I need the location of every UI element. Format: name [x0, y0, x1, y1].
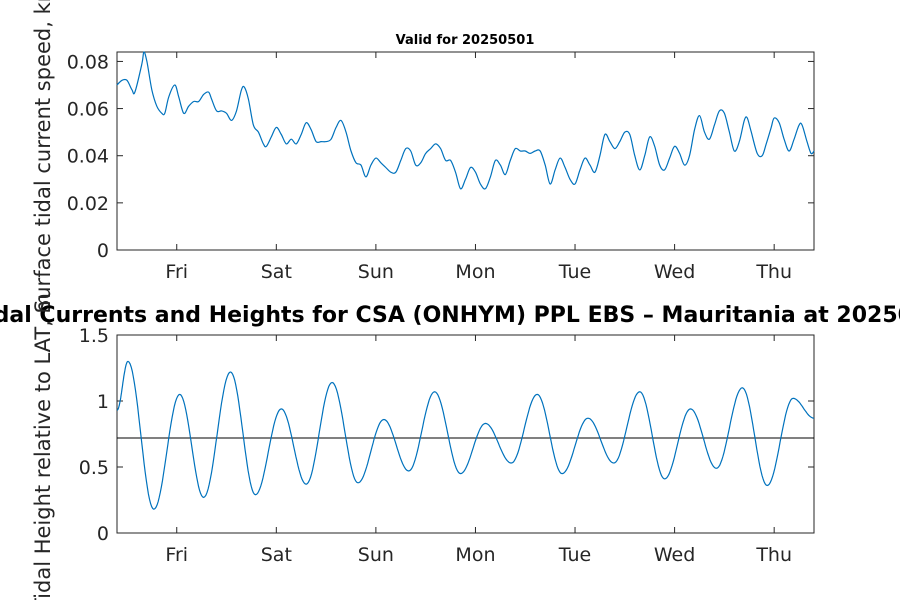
- tidal-height-y-tick-label: 1: [97, 391, 109, 413]
- tidal-height-x-tick-label: Tue: [558, 544, 591, 566]
- tidal-height-x-tick-label: Sun: [358, 544, 394, 566]
- current-speed-x-tick-label: Wed: [654, 261, 695, 283]
- tidal-height-y-tick-label: 0: [97, 523, 109, 545]
- current-speed-x-tick-label: Thu: [755, 261, 792, 283]
- current-speed-y-tick-label: 0.04: [67, 146, 109, 168]
- current-speed-title: Valid for 20250501: [396, 33, 535, 48]
- current-speed-x-tick-label: Tue: [558, 261, 591, 283]
- current-speed-y-tick-label: 0.02: [67, 193, 109, 215]
- current-speed-y-tick-label: 0.06: [67, 99, 109, 121]
- current-speed-series-line: [116, 51, 815, 190]
- tidal-height-x-tick-label: Thu: [755, 544, 792, 566]
- current-speed-plot-box: [116, 51, 815, 251]
- current-speed-x-tick-label: Sun: [358, 261, 394, 283]
- figure-title: Tidal Currents and Heights for CSA (ONHY…: [0, 303, 900, 328]
- current-speed-x-tick-label: Fri: [165, 261, 188, 283]
- current-speed-x-tick-label: Mon: [455, 261, 495, 283]
- tidal-height-x-tick-label: Mon: [455, 544, 495, 566]
- current-speed-ylabel: Surface tidal current speed, kn: [31, 0, 55, 313]
- tidal-height-x-tick-label: Sat: [261, 544, 292, 566]
- current-speed-axes: Valid for 20250501 Surface tidal current…: [31, 0, 815, 313]
- tidal-height-plot-box: [116, 334, 815, 534]
- current-speed-y-tick-label: 0: [97, 240, 109, 262]
- tidal-height-x-tick-label: Fri: [165, 544, 188, 566]
- current-speed-y-tick-label: 0.08: [67, 51, 109, 73]
- tidal-height-axes: Tidal Height relative to LAT, m 0 0.5 1 1.5…: [31, 293, 815, 600]
- current-speed-x-tick-label: Sat: [261, 261, 292, 283]
- tidal-height-y-tick-label: 0.5: [79, 457, 109, 479]
- tidal-height-series-line: [116, 360, 815, 510]
- tidal-height-ylabel: Tidal Height relative to LAT, m: [31, 293, 55, 600]
- tidal-height-x-tick-label: Wed: [654, 544, 695, 566]
- tidal-height-y-tick-label: 1.5: [79, 325, 109, 347]
